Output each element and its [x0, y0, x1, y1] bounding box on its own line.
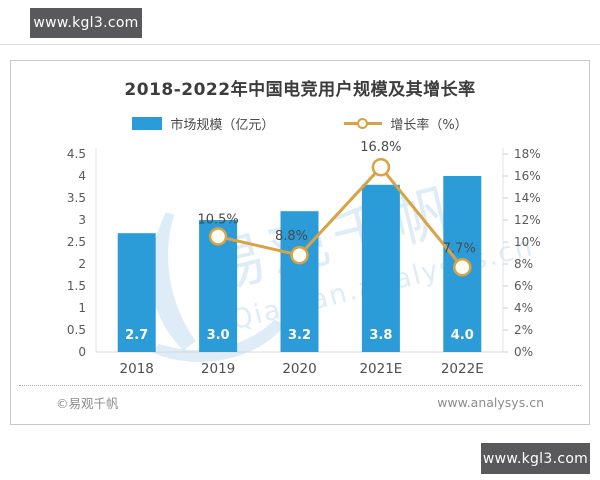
- left-axis-tick: 1: [78, 301, 86, 315]
- growth-value-label: 10.5%: [197, 213, 238, 228]
- source-attribution: ©易观千帆: [56, 396, 119, 411]
- chart-title: 2018-2022年中国电竞用户规模及其增长率: [124, 80, 476, 100]
- legend-item-market-scale[interactable]: 市场规模（亿元）: [132, 114, 274, 133]
- left-axis-tick: 2.5: [67, 235, 86, 249]
- line-series-swatch: [344, 117, 383, 130]
- bar-2020[interactable]: [280, 211, 319, 352]
- growth-value-label: 8.8%: [275, 229, 308, 244]
- svg-text:易观千帆: 易观千帆: [201, 175, 466, 303]
- svg-text:Qianfan.analysys.cn: Qianfan.analysys.cn: [228, 231, 537, 336]
- watermark-badge-top: www.kgl3.com: [30, 8, 142, 38]
- right-axis-tick: 12%: [514, 213, 541, 227]
- right-axis-tick: 16%: [514, 169, 541, 183]
- bar-2021E[interactable]: [361, 184, 400, 352]
- right-axis-tick: 0%: [514, 345, 533, 359]
- growth-rate-line: [217, 164, 464, 269]
- growth-value-label: 16.8%: [360, 140, 401, 155]
- left-axis-tick: 1.5: [67, 279, 86, 293]
- chart-legend: 市场规模（亿元） 增长率（%）: [11, 114, 589, 133]
- chart-card: 2018-2022年中国电竞用户规模及其增长率 市场规模（亿元） 增长率（%） …: [10, 60, 590, 425]
- x-axis-label-2021E: 2021E: [359, 361, 402, 377]
- left-axis-tick: 3.5: [67, 191, 86, 205]
- top-divider: [0, 44, 600, 45]
- source-url[interactable]: www.analysys.cn: [437, 395, 544, 410]
- left-axis-tick: 2: [78, 257, 86, 271]
- x-axis-label-2022E: 2022E: [441, 361, 484, 377]
- growth-marker-2019[interactable]: [208, 227, 228, 246]
- right-axis-tick: 4%: [514, 301, 533, 315]
- growth-marker-2021E[interactable]: [371, 157, 391, 177]
- right-axis-tick: 2%: [514, 323, 533, 337]
- x-axis-label-2019: 2019: [201, 361, 235, 377]
- bar-value-label: 3.2: [288, 328, 311, 343]
- chart-footer: ©易观千帆 www.analysys.cn: [56, 393, 544, 412]
- bar-2019[interactable]: [199, 220, 238, 352]
- right-axis-tick: 14%: [514, 191, 541, 205]
- left-axis-tick: 4.5: [67, 147, 86, 161]
- growth-marker-2020[interactable]: [290, 245, 309, 265]
- x-axis-label-2018: 2018: [120, 361, 154, 377]
- growth-marker-2022E[interactable]: [453, 258, 472, 277]
- x-axis-label-2020: 2020: [282, 361, 316, 377]
- left-axis-tick: 3: [78, 213, 86, 227]
- left-axis-tick: 4: [78, 169, 86, 183]
- right-axis-tick: 6%: [514, 279, 533, 293]
- watermark-badge-bottom: www.kgl3.com: [481, 443, 590, 474]
- left-axis-tick: 0: [78, 345, 86, 359]
- footer-divider: [19, 385, 581, 386]
- legend-item-growth-rate[interactable]: 增长率（%）: [344, 114, 468, 133]
- right-axis-tick: 8%: [514, 257, 533, 271]
- growth-value-label: 7.7%: [443, 241, 476, 256]
- bar-value-label: 4.0: [451, 328, 474, 343]
- bar-value-label: 3.8: [369, 328, 392, 343]
- bar-2018[interactable]: [117, 233, 156, 352]
- bar-series-swatch: [132, 117, 163, 130]
- right-axis-tick: 10%: [514, 235, 541, 249]
- left-axis-tick: 0.5: [67, 323, 86, 337]
- right-axis-tick: 18%: [514, 147, 541, 161]
- bar-value-label: 3.0: [207, 328, 230, 343]
- bar-2022E[interactable]: [443, 176, 482, 352]
- bar-value-label: 2.7: [125, 328, 148, 343]
- legend-label-growth-rate: 增长率（%）: [390, 118, 468, 133]
- legend-label-market-scale: 市场规模（亿元）: [170, 118, 275, 133]
